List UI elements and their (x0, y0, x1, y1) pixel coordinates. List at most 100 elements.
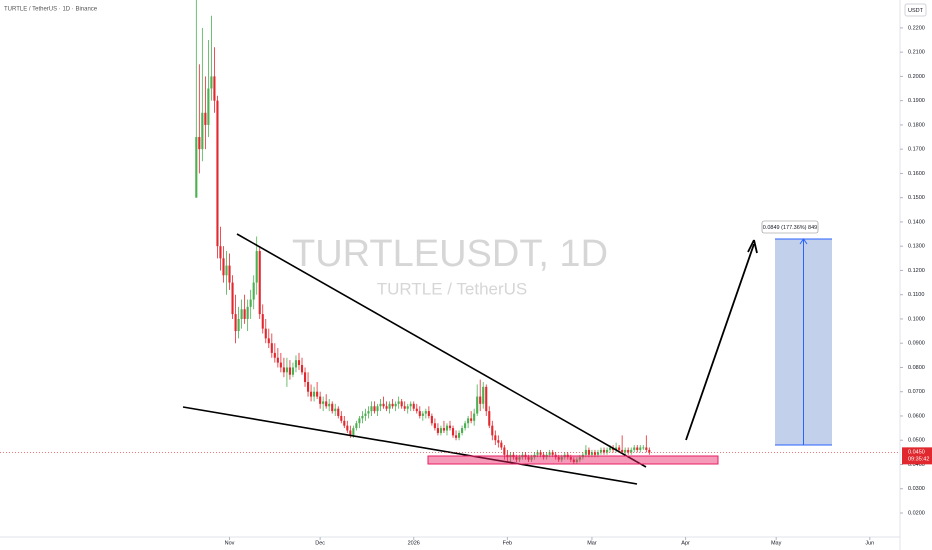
candle-body (418, 411, 421, 416)
candle-body (403, 406, 406, 409)
candle-body (225, 265, 228, 276)
x-tick-label: Feb (503, 540, 512, 546)
candle-body (442, 428, 446, 431)
candle-body (222, 258, 225, 276)
candle-body (572, 459, 575, 463)
y-tick-label: 0.1300 (908, 244, 925, 250)
candle-body (328, 403, 331, 407)
candle-body (476, 396, 479, 414)
x-tick-label: Jun (865, 540, 874, 546)
candle-body (282, 367, 285, 373)
projection-label: 0.0849 (177.36%) 849 (763, 225, 817, 231)
candle-body (518, 457, 521, 460)
candle-body (424, 411, 427, 414)
last-price-box (902, 447, 932, 465)
watermark: TURTLEUSDT, 1D (292, 233, 608, 275)
candle-body (361, 415, 364, 419)
candle-body (258, 251, 261, 315)
candle-body (300, 365, 304, 373)
candle-body (624, 449, 627, 453)
candle-body (340, 415, 343, 421)
candle-body (237, 318, 240, 332)
candle-body (255, 251, 258, 283)
candle-body (337, 408, 340, 416)
candle-body (461, 428, 464, 433)
candle-body (264, 328, 267, 339)
y-tick-label: 0.1600 (908, 171, 925, 177)
candle-body (515, 457, 518, 460)
candle-body (306, 382, 310, 392)
candle-body (445, 425, 449, 431)
candle-body (325, 401, 328, 407)
y-tick-label: 0.2000 (908, 74, 925, 80)
candle-body (427, 411, 430, 416)
x-tick-label: Mar (587, 540, 597, 546)
candle-body (219, 246, 222, 259)
candle-body (451, 428, 455, 436)
y-tick-label: 0.0400 (908, 462, 925, 468)
upper-trendline (236, 233, 647, 468)
candle-body (648, 449, 651, 453)
candle-body (234, 314, 237, 332)
x-tick-label: May (771, 540, 782, 546)
y-tick-label: 0.0700 (908, 389, 925, 395)
projection-arrowhead (747, 239, 758, 254)
candle-body (473, 413, 476, 421)
candle-body (376, 406, 379, 412)
candle-body (439, 428, 442, 433)
candle-body (491, 425, 494, 436)
candle-body (288, 367, 291, 375)
candle-body (415, 408, 418, 412)
candle-body (270, 343, 273, 353)
candle-body (645, 447, 648, 450)
candle-body (602, 449, 606, 453)
currency-box (904, 3, 927, 17)
candle-body (364, 413, 367, 416)
candle-body (448, 425, 452, 429)
candle-body (373, 406, 376, 412)
y-tick-label: 0.0300 (908, 486, 925, 492)
candle-body (204, 112, 207, 125)
candle-body (557, 457, 560, 460)
candle-body (485, 386, 488, 412)
candle-body (198, 137, 201, 150)
last-price-label: 0.0450 (908, 449, 925, 455)
candle-body (343, 420, 346, 426)
candle-body (228, 265, 231, 283)
candle-body (273, 352, 276, 358)
candle-body (421, 413, 424, 416)
candle-body (252, 282, 255, 300)
candle-body (615, 447, 618, 450)
x-tick-label: Dec (315, 540, 325, 546)
candle-body (231, 282, 234, 315)
candle-body (482, 386, 485, 404)
candle-body (355, 423, 358, 429)
candle-body (548, 452, 551, 455)
candle-body (391, 403, 394, 407)
candle-body (195, 137, 198, 198)
candle-body (539, 452, 542, 455)
projection-arrow (685, 243, 755, 441)
candle-body (406, 406, 409, 409)
candle-body (636, 447, 639, 450)
candle-body (433, 423, 436, 429)
candle-body (303, 372, 307, 383)
watermark-subtitle: TURTLE / TetherUS (377, 279, 528, 298)
candle-body (621, 449, 624, 453)
candle-body (246, 306, 249, 319)
candle-body (279, 362, 282, 368)
candle-body (291, 367, 295, 375)
y-tick-label: 0.1500 (908, 195, 925, 201)
candle-body (285, 367, 288, 373)
candle-body (385, 406, 388, 409)
candle-body (297, 360, 301, 366)
candle-body (331, 403, 334, 412)
x-tick-label: Nov (225, 540, 235, 546)
candle-body (639, 447, 642, 450)
candle-body (213, 76, 216, 101)
candle-body (536, 452, 539, 455)
candle-body (464, 423, 467, 429)
candle-body (210, 76, 213, 89)
